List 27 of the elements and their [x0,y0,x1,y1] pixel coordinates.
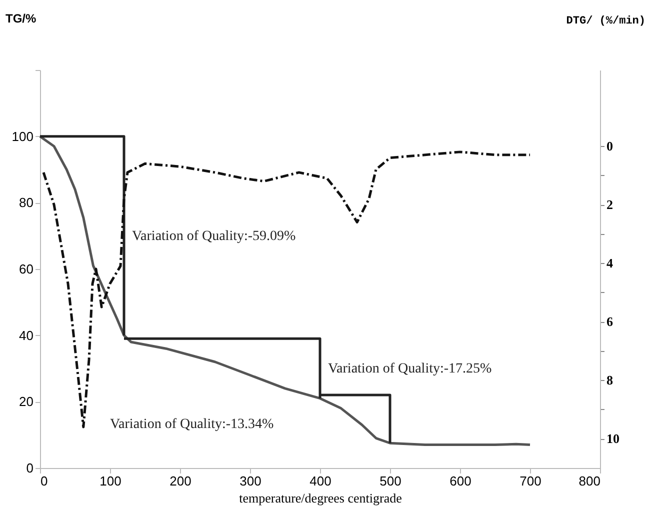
y2-tick-label: 8 [606,372,614,388]
x-tick-label: 0 [40,474,48,488]
x-tick-label: 300 [240,474,262,488]
annotation: Variation of Quality:-17.25% [328,362,492,376]
y-tick-label: 40 [19,328,34,343]
x-tick-label: 800 [578,474,600,488]
y2-axis-title: DTG/ (%/min) [566,16,646,28]
y-tick-label: 80 [19,195,34,210]
x-tick-label: 200 [170,474,192,488]
x-axis-title: temperature/degrees centigrade [239,490,402,506]
x-tick-label: 700 [520,474,542,488]
y-tick-label: 100 [12,128,34,144]
y2-tick-label: 2 [606,197,613,212]
x-tick-label: 400 [310,474,332,488]
annotation: Variation of Quality:-13.34% [110,417,274,432]
y-tick-label: 0 [26,460,34,476]
y2-tick-label: 0 [606,138,613,154]
y-tick-label: 20 [19,394,34,410]
annotation: Variation of Quality:-59.09% [132,228,296,244]
y2-tick-label: 6 [606,314,614,330]
x-tick-label: 100 [100,474,122,488]
y-axis-title: TG/% [6,12,36,26]
y2-tick-label: 4 [606,256,614,271]
x-tick-label: 600 [450,474,472,488]
y2-tick-label: 10 [606,431,620,446]
y-tick-label: 60 [19,262,34,276]
x-tick-label: 500 [380,474,402,488]
